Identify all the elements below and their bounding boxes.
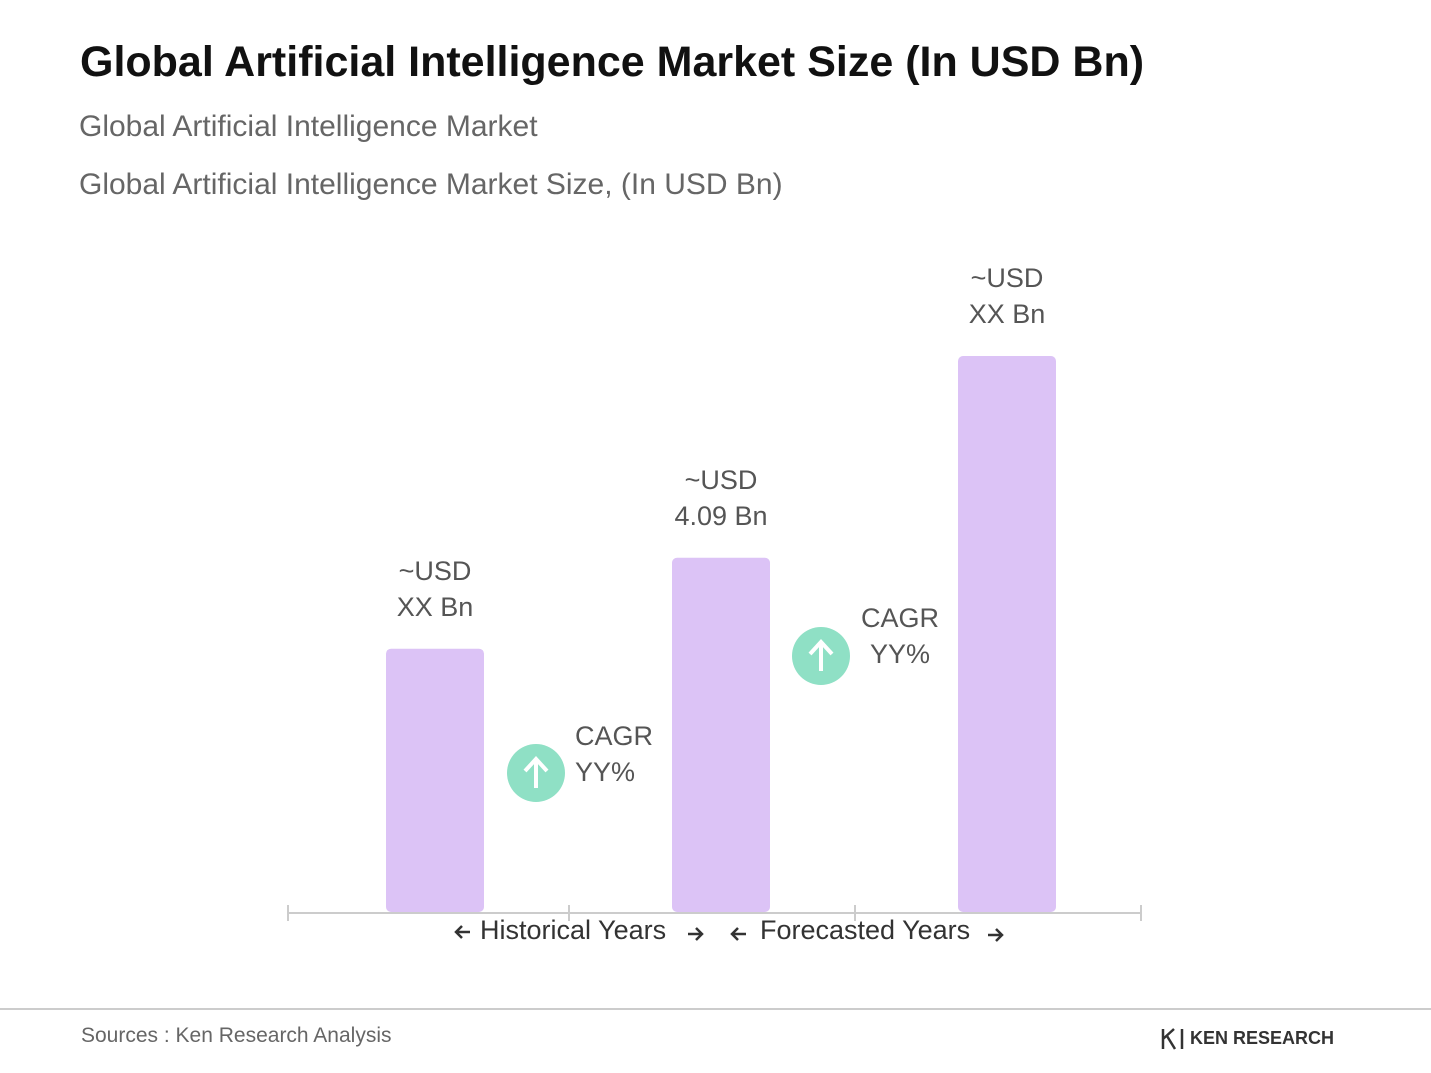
subtitle: Global Artificial Intelligence Market Si…	[79, 168, 783, 201]
arrow-right	[988, 928, 1004, 942]
subtitle: Global Artificial Intelligence Market	[79, 110, 538, 143]
value-label: ~USD XX Bn	[396, 555, 474, 622]
arrow-icons	[454, 925, 1004, 942]
brand-name: KEN RESEARCH	[1190, 1028, 1335, 1048]
bar	[386, 648, 484, 912]
cagr-label: CAGR YY%	[575, 721, 654, 787]
value-label: ~USD XX Bn	[968, 263, 1046, 329]
bar	[958, 356, 1056, 912]
chart-title: Global Artificial Intelligence Market Si…	[80, 38, 1145, 86]
period-label: Historical Years	[480, 915, 667, 945]
value-label: ~USD 4.09 Bn	[674, 464, 768, 531]
arrow-left	[730, 927, 746, 941]
period-label: Forecasted Years	[760, 915, 971, 945]
logo-k	[1161, 1028, 1177, 1050]
bar	[672, 557, 770, 912]
cagr-icon	[507, 627, 850, 802]
up-arrow	[808, 639, 834, 671]
arrow-left	[454, 925, 470, 939]
arrow-right	[688, 927, 704, 941]
cagr-label: CAGR YY%	[860, 603, 939, 669]
source-note: Sources : Ken Research Analysis	[81, 1024, 392, 1047]
axis	[287, 905, 1142, 921]
up-arrow	[523, 756, 549, 788]
brand-logo	[1161, 1028, 1184, 1050]
